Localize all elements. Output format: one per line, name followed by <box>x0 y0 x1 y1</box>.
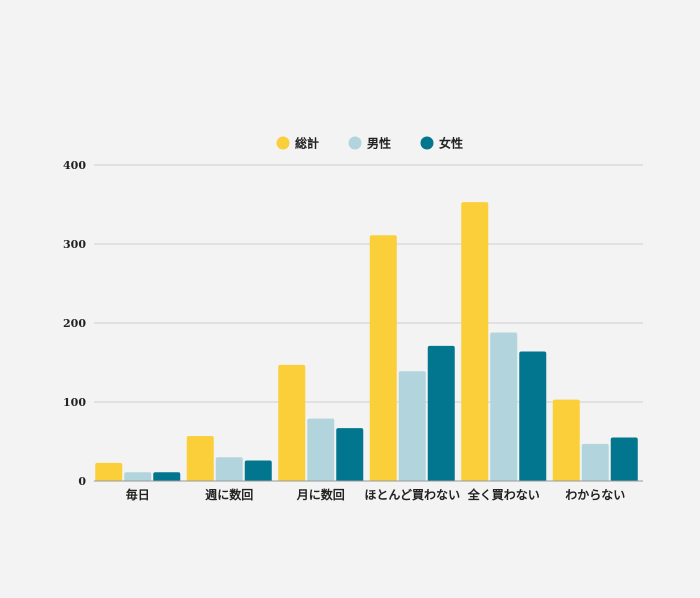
axis-layer: 0 100 200 300 400 毎日 週に数回 月に数回 ほとんど買わない 全く買わない わから… <box>63 159 643 502</box>
legend-swatch-2 <box>420 136 434 150</box>
bar-total-2 <box>278 364 306 481</box>
bar-male-2 <box>307 418 335 481</box>
legend-label-0: 総計 <box>295 136 319 151</box>
bars-layer <box>95 202 638 481</box>
y-tick-label: 0 <box>78 475 86 488</box>
x-category-label: 週に数回 <box>205 487 253 502</box>
bar-female-4 <box>519 351 547 481</box>
bar-female-2 <box>336 428 364 481</box>
x-category-label: 毎日 <box>126 487 150 502</box>
legend: 総計 男性 女性 <box>276 136 463 151</box>
y-tick-label: 400 <box>63 159 86 172</box>
bar-male-3 <box>398 371 426 481</box>
bar-total-0 <box>95 462 123 481</box>
bar-male-0 <box>124 472 152 481</box>
bar-female-1 <box>244 460 272 481</box>
legend-label-2: 女性 <box>439 136 463 151</box>
y-tick-label: 300 <box>63 238 86 251</box>
bar-total-4 <box>461 202 489 481</box>
bar-female-3 <box>427 345 455 481</box>
x-category-label: 全く買わない <box>467 487 540 502</box>
bar-total-5 <box>552 399 580 481</box>
legend-swatch-0 <box>276 136 290 150</box>
bar-male-4 <box>490 332 518 481</box>
bar-total-3 <box>369 235 397 481</box>
y-tick-label: 100 <box>63 396 86 409</box>
y-tick-label: 200 <box>63 317 86 330</box>
bar-female-5 <box>610 437 638 481</box>
x-category-label: わからない <box>565 488 625 502</box>
bar-male-5 <box>581 443 609 481</box>
bar-female-0 <box>153 472 181 481</box>
legend-swatch-1 <box>348 136 362 150</box>
grid-layer <box>94 164 643 403</box>
x-category-label: 月に数回 <box>296 487 345 502</box>
x-category-label: ほとんど買わない <box>364 488 460 502</box>
bar-total-1 <box>186 435 214 481</box>
bar-male-1 <box>215 457 243 481</box>
legend-label-1: 男性 <box>367 136 391 151</box>
